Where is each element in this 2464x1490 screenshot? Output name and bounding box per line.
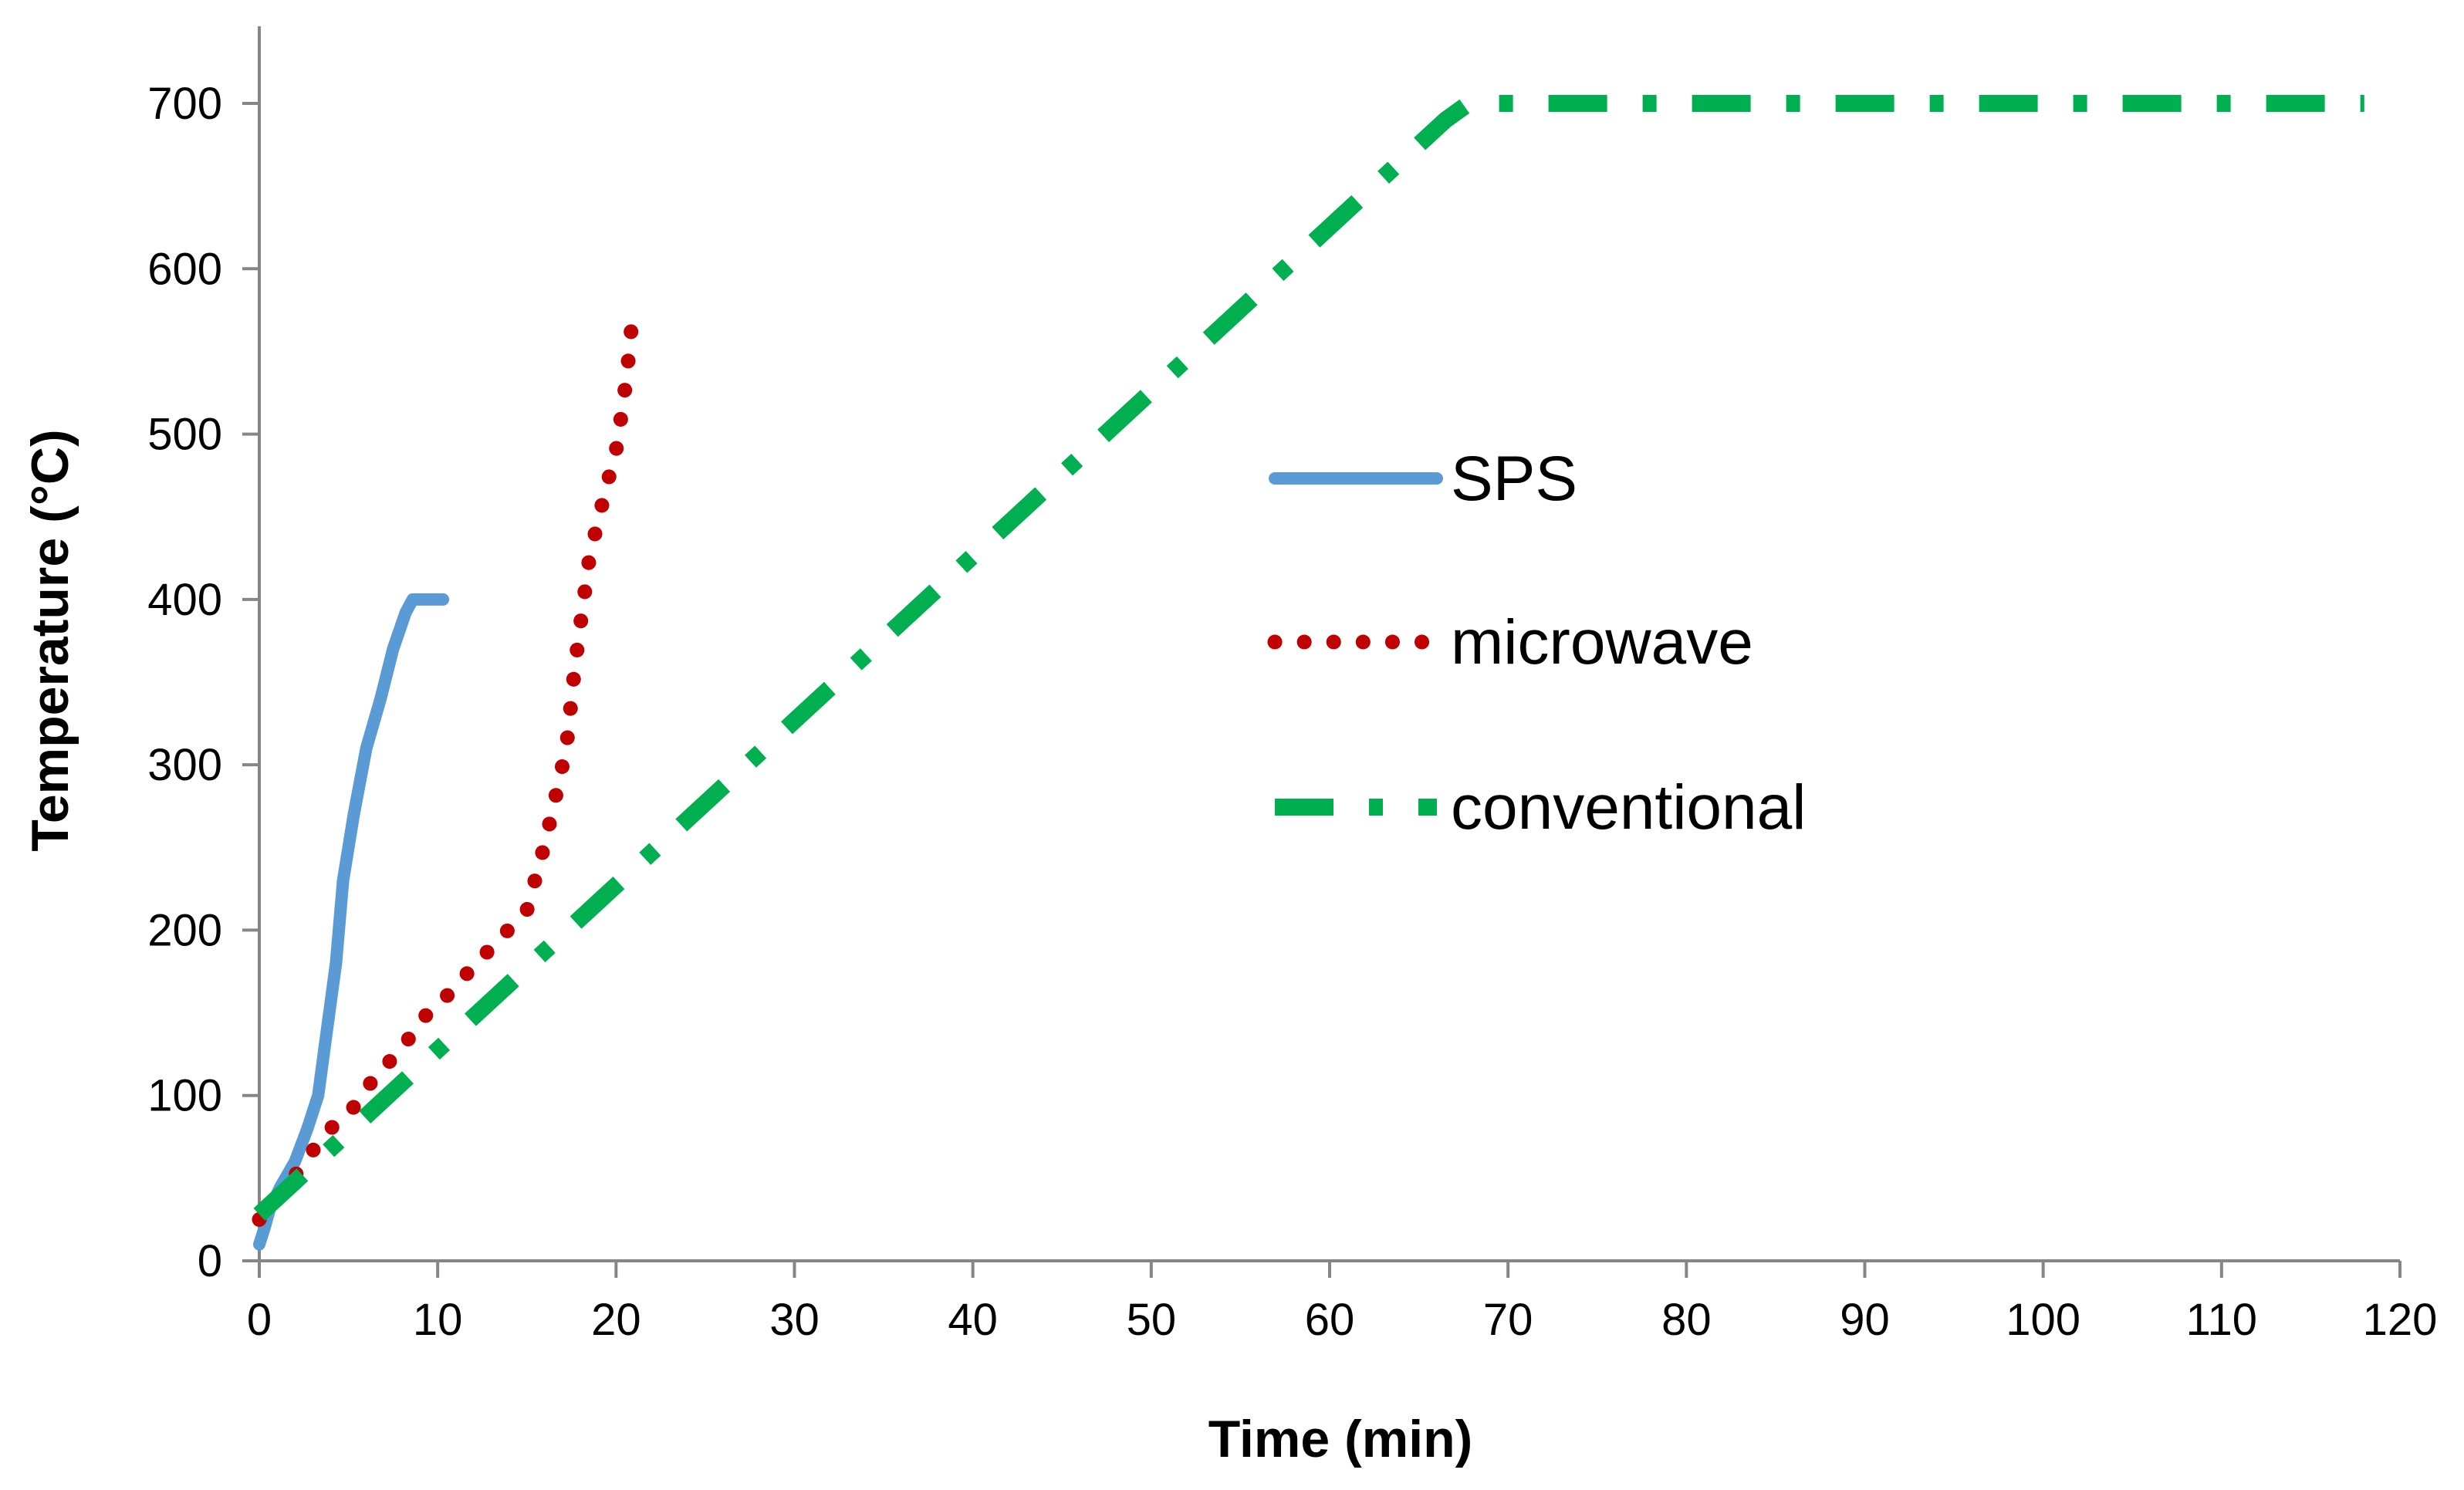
- x-tick-label: 40: [948, 1295, 998, 1345]
- x-tick-label: 120: [2363, 1295, 2438, 1345]
- series-line-conventional: [253, 95, 2364, 1221]
- x-tick-label: 20: [591, 1295, 641, 1345]
- series-lines: [252, 95, 2364, 1251]
- y-tick-label: 400: [147, 575, 222, 625]
- series-line-microwave: [252, 297, 641, 1227]
- y-axis-title: Temperature (°C): [21, 429, 79, 851]
- x-tick-label: 80: [1661, 1295, 1712, 1345]
- x-tick-label: 70: [1483, 1295, 1533, 1345]
- x-tick-label: 90: [1840, 1295, 1890, 1345]
- y-tick-label: 100: [147, 1071, 222, 1121]
- y-tick-label: 600: [147, 244, 222, 294]
- series-line-sps: [253, 593, 450, 1251]
- legend-label-microwave: microwave: [1451, 607, 1753, 677]
- legend-label-conventional: conventional: [1451, 772, 1806, 843]
- legend: SPS microwave conventional: [1267, 444, 1806, 843]
- x-tick-label: 0: [247, 1295, 272, 1345]
- x-tick-label: 30: [769, 1295, 820, 1345]
- y-tick-label: 500: [147, 410, 222, 460]
- x-axis-title: Time (min): [1208, 1410, 1473, 1468]
- x-tick-label: 100: [2006, 1295, 2080, 1345]
- legend-label-sps: SPS: [1451, 444, 1577, 514]
- y-tick-label: 200: [147, 905, 222, 955]
- y-tick-label: 0: [198, 1236, 222, 1286]
- x-tick-label: 50: [1127, 1295, 1177, 1345]
- x-tick-label: 110: [2186, 1295, 2257, 1345]
- x-tick-label: 60: [1305, 1295, 1355, 1345]
- axes: 0 10 20 30 40 50 60 70 80 90 100 110 120 0 100 200 300 40…: [147, 26, 2437, 1345]
- x-tick-label: 10: [413, 1295, 463, 1345]
- y-tick-label: 300: [147, 740, 222, 790]
- y-tick-label: 700: [147, 79, 222, 129]
